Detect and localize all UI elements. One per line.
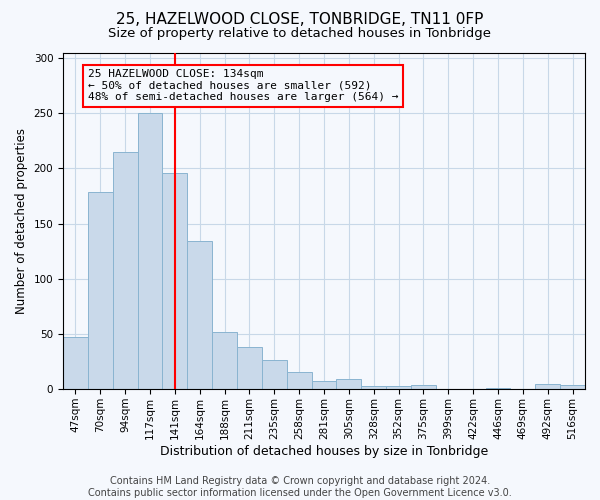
Bar	[187, 242, 212, 389]
Bar	[137, 113, 163, 389]
Bar	[386, 386, 411, 389]
Bar	[411, 385, 436, 389]
Bar	[237, 347, 262, 389]
Bar	[287, 372, 311, 389]
Bar	[163, 173, 187, 389]
Bar	[63, 338, 88, 389]
Bar	[337, 379, 361, 389]
Bar	[361, 386, 386, 389]
X-axis label: Distribution of detached houses by size in Tonbridge: Distribution of detached houses by size …	[160, 444, 488, 458]
Text: Size of property relative to detached houses in Tonbridge: Size of property relative to detached ho…	[109, 28, 491, 40]
Text: 25 HAZELWOOD CLOSE: 134sqm
← 50% of detached houses are smaller (592)
48% of sem: 25 HAZELWOOD CLOSE: 134sqm ← 50% of deta…	[88, 69, 398, 102]
Bar	[262, 360, 287, 389]
Text: 25, HAZELWOOD CLOSE, TONBRIDGE, TN11 0FP: 25, HAZELWOOD CLOSE, TONBRIDGE, TN11 0FP	[116, 12, 484, 28]
Bar	[113, 152, 137, 389]
Bar	[311, 382, 337, 389]
Text: Contains HM Land Registry data © Crown copyright and database right 2024.
Contai: Contains HM Land Registry data © Crown c…	[88, 476, 512, 498]
Bar	[88, 192, 113, 389]
Bar	[212, 332, 237, 389]
Bar	[535, 384, 560, 389]
Bar	[485, 388, 511, 389]
Bar	[560, 385, 585, 389]
Y-axis label: Number of detached properties: Number of detached properties	[15, 128, 28, 314]
